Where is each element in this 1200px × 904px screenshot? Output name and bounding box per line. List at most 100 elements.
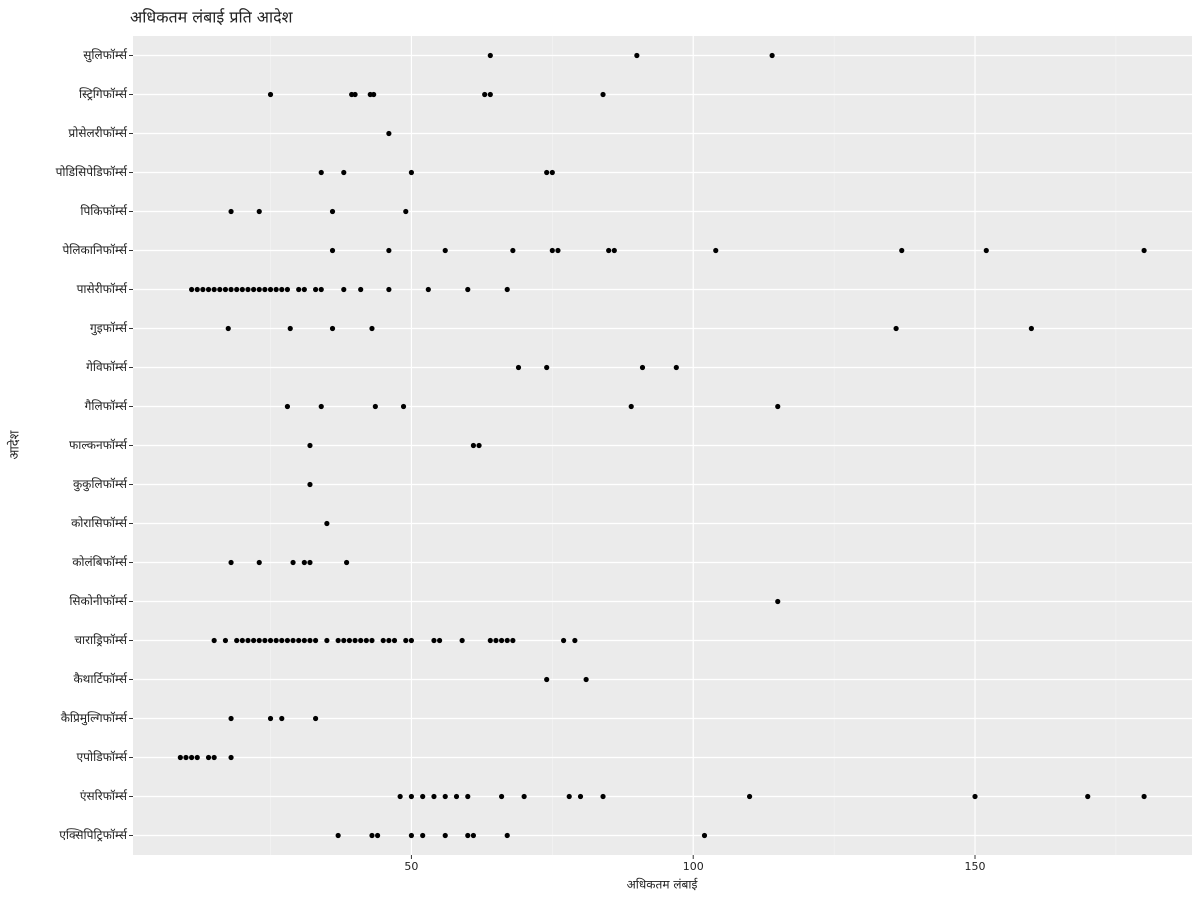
point [344, 559, 350, 566]
point [251, 286, 257, 293]
y-tick-label: पेलिकानिफॉर्म्स [62, 243, 128, 257]
y-tick-label: कैथार्टिफॉर्म्स [73, 672, 128, 686]
point [391, 637, 398, 644]
point [972, 793, 978, 800]
point [639, 364, 646, 371]
point [549, 169, 555, 176]
point [225, 325, 231, 332]
y-tick-label: कोलंबिफॉर्म्स [72, 555, 128, 569]
point [386, 637, 392, 644]
point [284, 637, 291, 644]
point [256, 286, 262, 293]
y-tick-label: फाल्कनफॉर्म्स [69, 438, 128, 452]
point [279, 637, 285, 644]
point [346, 637, 353, 644]
point [341, 637, 347, 644]
point [307, 481, 313, 488]
point [560, 637, 567, 644]
point [606, 247, 612, 254]
point [234, 637, 240, 644]
y-tick-label: गुइफॉर्म्स [90, 321, 128, 336]
point [341, 169, 347, 176]
point [313, 637, 319, 644]
point [408, 637, 415, 644]
point [234, 286, 240, 293]
point [482, 91, 488, 98]
point [510, 247, 516, 254]
point [256, 208, 262, 215]
point [352, 637, 358, 644]
point [893, 325, 899, 332]
point [307, 559, 313, 566]
point [329, 325, 336, 332]
point [544, 169, 550, 176]
y-tick-label: गैलिफॉर्म्स [85, 399, 128, 413]
point [290, 559, 296, 566]
y-tick-label: कुकुलिफॉर्म्स [73, 477, 128, 492]
point [267, 91, 274, 98]
point [301, 637, 307, 644]
y-tick-label: पोडिसिपेडिफॉर्म्स [56, 165, 128, 179]
point [899, 247, 905, 254]
y-tick-label: स्ट्रिगिफॉर्म्स [79, 87, 128, 101]
point [1141, 793, 1147, 800]
point [358, 286, 364, 293]
point [267, 715, 274, 722]
point [510, 637, 516, 644]
point [493, 637, 499, 644]
point [262, 637, 268, 644]
point [256, 559, 262, 566]
x-axis-label: अधिकतम लंबाई [627, 878, 699, 892]
y-tick-label: सुलिफॉर्म्स [83, 48, 128, 63]
point [442, 832, 448, 839]
point [245, 286, 251, 293]
point [228, 559, 234, 566]
point [211, 637, 217, 644]
point [408, 169, 415, 176]
point [284, 403, 291, 410]
point [1085, 793, 1091, 800]
point [296, 286, 302, 293]
point [329, 208, 336, 215]
point [600, 91, 606, 98]
point [211, 286, 217, 293]
chart-title: अधिकतम लंबाई प्रति आदेश [130, 8, 294, 27]
point [217, 286, 223, 293]
point [307, 442, 313, 449]
point [408, 832, 415, 839]
point [318, 169, 324, 176]
point [431, 637, 437, 644]
point [375, 832, 381, 839]
point [239, 637, 245, 644]
point [442, 793, 448, 800]
point [403, 637, 409, 644]
point [549, 247, 555, 254]
point [459, 637, 465, 644]
point [775, 403, 781, 410]
point [267, 286, 274, 293]
point [380, 637, 386, 644]
point [504, 286, 510, 293]
point [470, 442, 477, 449]
point [324, 520, 330, 527]
point [228, 754, 234, 761]
point [403, 208, 409, 215]
point [239, 286, 245, 293]
y-tick-label: कोरासिफॉर्म्स [71, 516, 128, 530]
point [256, 637, 262, 644]
point [498, 637, 505, 644]
point [296, 637, 302, 644]
point [318, 286, 324, 293]
point [408, 793, 415, 800]
point [1028, 325, 1034, 332]
point [194, 286, 200, 293]
point [487, 637, 493, 644]
point [515, 364, 522, 371]
point [251, 637, 257, 644]
point [222, 637, 229, 644]
y-tick-label: एंसरिफॉर्म्स [80, 789, 128, 803]
point [583, 676, 589, 683]
point [290, 637, 296, 644]
point [267, 637, 274, 644]
point [487, 52, 493, 59]
